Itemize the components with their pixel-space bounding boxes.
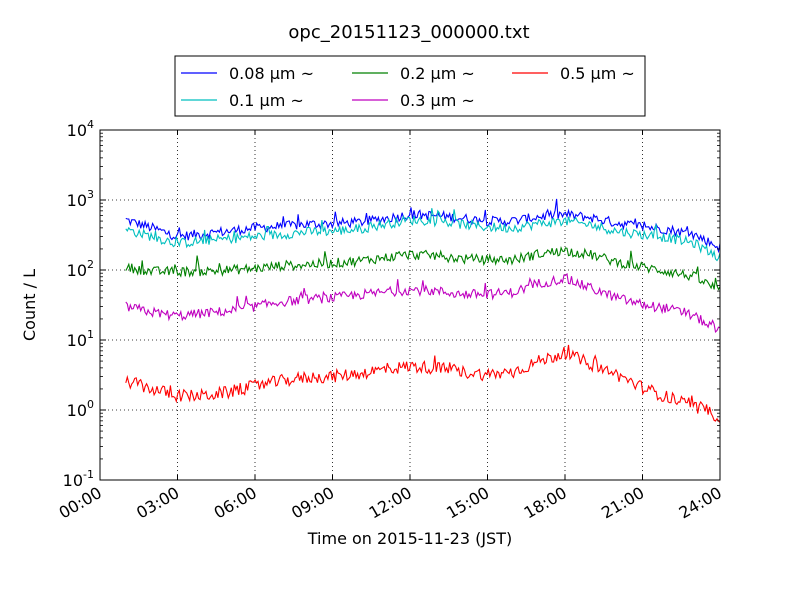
y-tick-label: 104 <box>67 118 94 140</box>
x-tick-label: 18:00 <box>521 483 570 523</box>
x-tick-label: 06:00 <box>211 483 260 523</box>
grid <box>100 130 720 480</box>
legend-label: 0.2 μm ~ <box>400 64 475 83</box>
y-tick-exponent: 0 <box>87 398 94 411</box>
y-tick-exponent: 3 <box>87 188 94 201</box>
y-tick-label: 101 <box>67 328 94 350</box>
series-line <box>125 344 721 423</box>
y-tick-base: 10 <box>63 471 83 490</box>
legend-label: 0.08 μm ~ <box>229 64 314 83</box>
y-tick-label: 100 <box>67 398 94 420</box>
y-tick-base: 10 <box>67 121 87 140</box>
series-line <box>125 208 721 262</box>
y-tick-base: 10 <box>67 261 87 280</box>
chart-title: opc_20151123_000000.txt <box>288 22 529 43</box>
x-tick-label: 15:00 <box>443 483 492 523</box>
y-tick-label: 102 <box>67 258 94 280</box>
y-tick-base: 10 <box>67 401 87 420</box>
series-layer <box>125 198 721 423</box>
legend: 0.08 μm ~ 0.1 μm ~ 0.2 μm ~ 0.3 μm ~ 0.5 μm … <box>174 55 646 117</box>
y-tick-base: 10 <box>67 191 87 210</box>
y-tick-exponent: 1 <box>87 328 94 341</box>
y-tick-base: 10 <box>67 331 87 350</box>
legend-label: 0.1 μm ~ <box>229 91 304 110</box>
x-axis-label: Time on 2015-11-23 (JST) <box>307 529 512 548</box>
y-tick-exponent: 2 <box>87 258 94 271</box>
legend-box <box>174 55 646 117</box>
x-tick-label: 21:00 <box>598 483 647 523</box>
y-tick-exponent: -1 <box>83 468 94 481</box>
x-tick-label: 12:00 <box>366 483 415 523</box>
x-tick-label: 24:00 <box>676 483 725 523</box>
series-line <box>125 198 721 254</box>
y-tick-label: 10-1 <box>63 468 94 490</box>
x-tick-label: 09:00 <box>288 483 337 523</box>
y-tick-exponent: 4 <box>87 118 94 131</box>
y-axis-label: Count / L <box>20 269 39 341</box>
x-axis: 00:00 03:00 06:00 09:00 12:00 15:00 18:00 21:00… <box>56 130 725 523</box>
legend-label: 0.5 μm ~ <box>560 64 635 83</box>
y-tick-label: 103 <box>67 188 94 210</box>
legend-label: 0.3 μm ~ <box>400 91 475 110</box>
x-tick-label: 03:00 <box>133 483 182 523</box>
series-line <box>125 245 721 291</box>
series-line <box>125 272 721 333</box>
